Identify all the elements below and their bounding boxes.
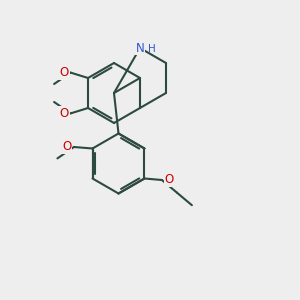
Text: O: O	[59, 66, 69, 80]
Text: H: H	[148, 44, 155, 55]
Text: O: O	[164, 173, 174, 186]
Text: O: O	[62, 140, 71, 153]
Text: O: O	[59, 106, 69, 120]
Text: N: N	[136, 41, 144, 55]
